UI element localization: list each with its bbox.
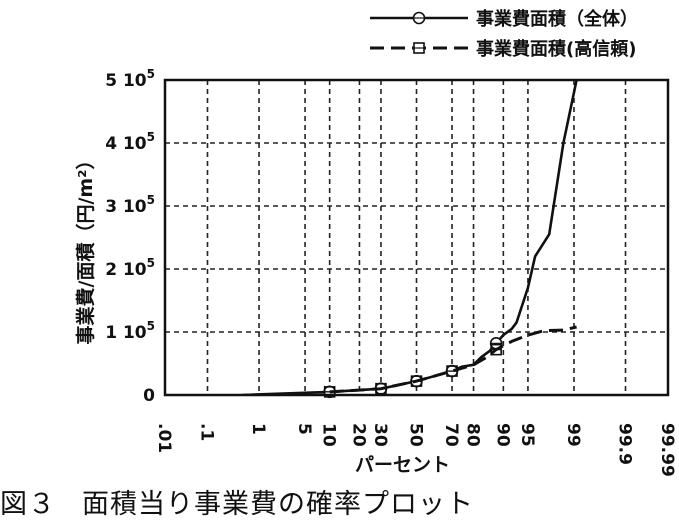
- grid: [164, 79, 669, 396]
- x-tick-label: 80: [463, 423, 483, 447]
- x-axis-ticks: .01 .1 1 5 10 20 30 50 70 80 90 95 99 99.9 99.99: [154, 423, 677, 477]
- caption-text: 面積当り事業費の確率プロット: [82, 489, 474, 520]
- legend-label-1: 事業費面積（全体）: [476, 8, 638, 30]
- x-tick-label: .01: [154, 423, 174, 453]
- x-tick-label: 10: [319, 423, 339, 447]
- x-tick-label: 50: [406, 423, 426, 447]
- x-tick-label: 90: [492, 423, 512, 447]
- series-line-2: [329, 325, 577, 394]
- plot-frame: [163, 78, 670, 397]
- x-tick-label: 1: [248, 423, 268, 435]
- x-tick-label: 30: [370, 423, 390, 447]
- x-axis-title: パーセント: [355, 454, 450, 476]
- y-tick-label: 0: [143, 386, 155, 406]
- series-line-1: [242, 79, 578, 395]
- y-axis-title: 事業費/面積（円/m²）: [74, 151, 97, 345]
- y-tick-label: 5 105: [105, 67, 155, 91]
- legend-label-2: 事業費面積(高信頼): [476, 38, 636, 60]
- x-tick-label: .1: [196, 423, 216, 441]
- y-tick-label: 1 105: [105, 319, 155, 343]
- x-tick-label: 99.9: [615, 423, 635, 465]
- x-tick-label: 20: [348, 423, 368, 447]
- y-tick-label: 3 105: [105, 193, 155, 217]
- x-tick-label: 5: [294, 423, 314, 435]
- y-tick-label: 2 105: [105, 256, 155, 280]
- x-tick-label: 95: [517, 423, 537, 447]
- x-tick-label: 99: [563, 423, 583, 447]
- figure-caption: 図３ 面積当り事業費の確率プロット: [0, 482, 679, 521]
- caption-label: 図３: [0, 489, 56, 520]
- x-tick-label: 99.99: [657, 423, 677, 477]
- x-tick-label: 70: [441, 423, 461, 447]
- legend: 事業費面積（全体） 事業費面積(高信頼): [370, 8, 638, 60]
- y-axis-ticks: 0 1 105 2 105 3 105 4 105 5 105: [105, 67, 155, 406]
- probability-chart: 0 1 105 2 105 3 105 4 105 5 105 .01 .1 1 5 10 20 30…: [74, 8, 677, 477]
- y-tick-label: 4 105: [105, 130, 155, 154]
- series-layer: [242, 79, 578, 399]
